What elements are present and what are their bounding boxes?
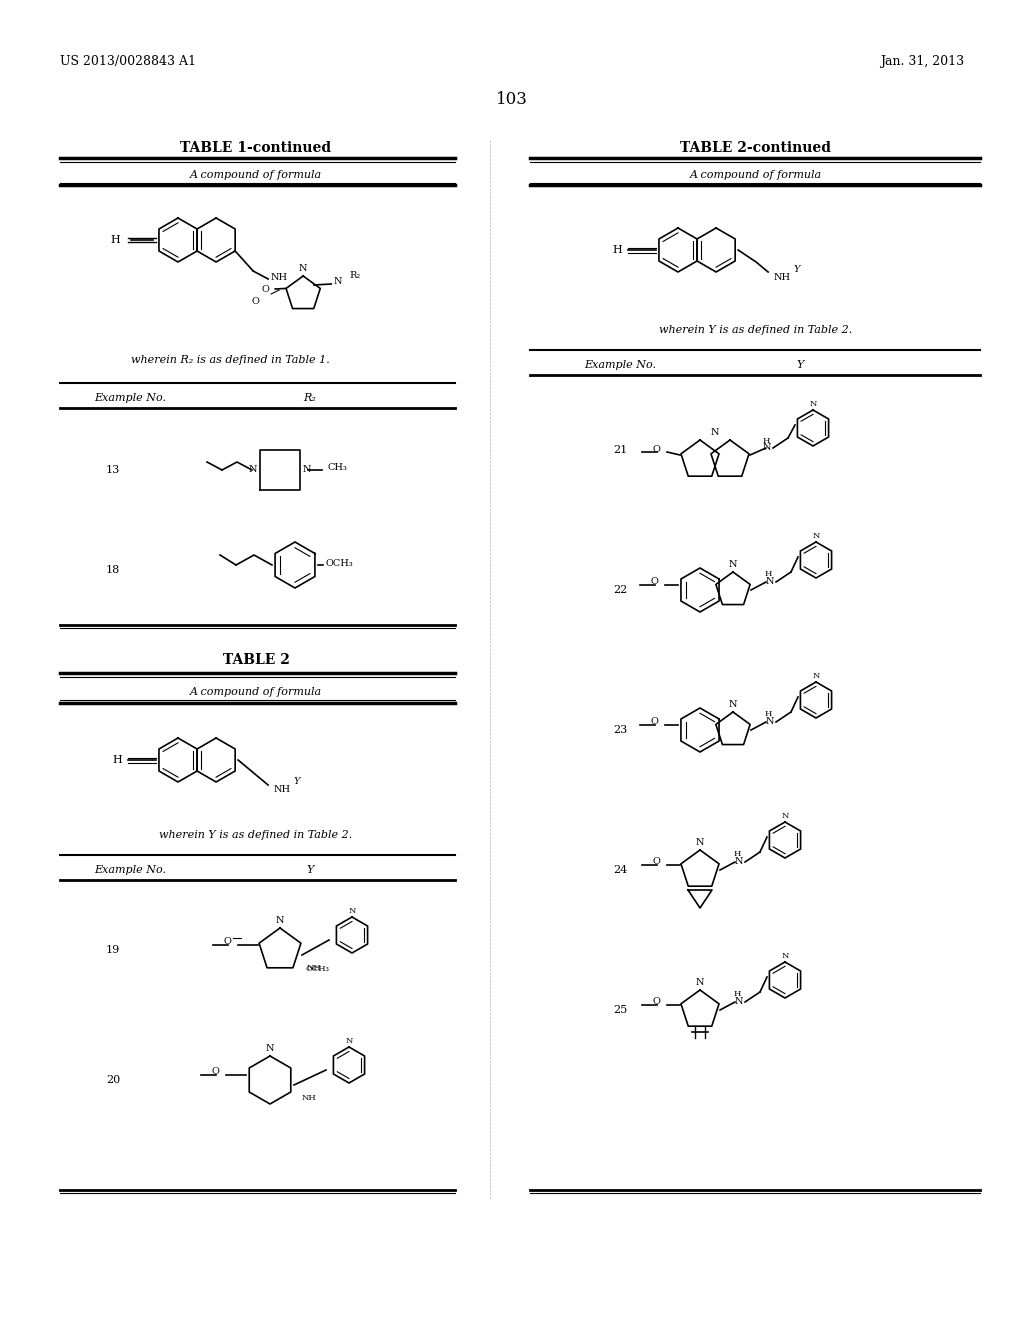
Text: 103: 103 bbox=[496, 91, 528, 108]
Text: wherein Y is as defined in Table 2.: wherein Y is as defined in Table 2. bbox=[659, 325, 853, 335]
Text: N: N bbox=[333, 276, 342, 285]
Text: N: N bbox=[781, 952, 788, 960]
Text: TABLE 1-continued: TABLE 1-continued bbox=[180, 141, 332, 154]
Text: N: N bbox=[812, 532, 819, 540]
Text: OCH₃: OCH₃ bbox=[326, 558, 353, 568]
Text: Example No.: Example No. bbox=[584, 360, 656, 370]
Text: R₂: R₂ bbox=[349, 272, 360, 281]
Text: OCH₃: OCH₃ bbox=[305, 965, 329, 973]
Text: A compound of formula: A compound of formula bbox=[189, 686, 323, 697]
Text: Y: Y bbox=[306, 865, 313, 875]
Text: O: O bbox=[650, 718, 658, 726]
Text: H: H bbox=[733, 850, 740, 858]
Text: N: N bbox=[735, 858, 743, 866]
Text: H: H bbox=[733, 990, 740, 998]
Text: N: N bbox=[695, 978, 705, 987]
Text: CH₃: CH₃ bbox=[328, 463, 348, 473]
Text: N: N bbox=[303, 466, 311, 474]
Text: R₂: R₂ bbox=[303, 393, 316, 403]
Text: NH: NH bbox=[302, 1094, 316, 1102]
Text: O: O bbox=[223, 937, 231, 946]
Text: 19: 19 bbox=[105, 945, 120, 954]
Text: O: O bbox=[652, 858, 660, 866]
Text: NH: NH bbox=[273, 785, 290, 795]
Text: N: N bbox=[766, 578, 774, 586]
Text: H: H bbox=[111, 235, 120, 246]
Text: wherein R₂ is as defined in Table 1.: wherein R₂ is as defined in Table 1. bbox=[131, 355, 330, 366]
Text: US 2013/0028843 A1: US 2013/0028843 A1 bbox=[60, 55, 196, 69]
Text: N: N bbox=[345, 1038, 352, 1045]
Text: 18: 18 bbox=[105, 565, 120, 576]
Text: O: O bbox=[652, 446, 660, 454]
Text: 13: 13 bbox=[105, 465, 120, 475]
Text: Y: Y bbox=[794, 265, 800, 275]
Text: Y: Y bbox=[293, 777, 300, 787]
Text: H: H bbox=[764, 710, 772, 718]
Text: Jan. 31, 2013: Jan. 31, 2013 bbox=[880, 55, 964, 69]
Text: A compound of formula: A compound of formula bbox=[189, 170, 323, 180]
Text: N: N bbox=[249, 466, 257, 474]
Text: N: N bbox=[711, 428, 719, 437]
Text: 20: 20 bbox=[105, 1074, 120, 1085]
Text: N: N bbox=[729, 560, 737, 569]
Text: wherein Y is as defined in Table 2.: wherein Y is as defined in Table 2. bbox=[160, 830, 352, 840]
Text: O: O bbox=[652, 998, 660, 1006]
Text: NH: NH bbox=[270, 272, 288, 281]
Text: A compound of formula: A compound of formula bbox=[690, 170, 822, 180]
Text: N: N bbox=[812, 672, 819, 680]
Text: N: N bbox=[763, 444, 771, 453]
Text: N: N bbox=[348, 907, 355, 915]
Text: 23: 23 bbox=[613, 725, 627, 735]
Text: NH: NH bbox=[773, 273, 791, 282]
Text: Example No.: Example No. bbox=[94, 865, 166, 875]
Text: N: N bbox=[266, 1044, 274, 1053]
Text: O: O bbox=[650, 578, 658, 586]
Text: N: N bbox=[729, 700, 737, 709]
Text: TABLE 2-continued: TABLE 2-continued bbox=[681, 141, 831, 154]
Text: NH: NH bbox=[306, 964, 322, 972]
Text: H: H bbox=[764, 570, 772, 578]
Text: N: N bbox=[695, 838, 705, 847]
Text: Example No.: Example No. bbox=[94, 393, 166, 403]
Text: 25: 25 bbox=[613, 1005, 627, 1015]
Text: O: O bbox=[251, 297, 259, 305]
Text: N: N bbox=[299, 264, 307, 273]
Text: O: O bbox=[211, 1068, 219, 1077]
Text: N: N bbox=[735, 998, 743, 1006]
Text: N: N bbox=[781, 812, 788, 820]
Text: 22: 22 bbox=[613, 585, 627, 595]
Text: N: N bbox=[766, 718, 774, 726]
Text: H: H bbox=[113, 755, 122, 766]
Text: N: N bbox=[809, 400, 817, 408]
Text: TABLE 2: TABLE 2 bbox=[222, 653, 290, 667]
Text: N: N bbox=[275, 916, 285, 925]
Text: 21: 21 bbox=[613, 445, 627, 455]
Text: H: H bbox=[612, 246, 622, 255]
Text: O: O bbox=[261, 285, 269, 293]
Text: H: H bbox=[762, 437, 770, 445]
Text: 24: 24 bbox=[613, 865, 627, 875]
Text: Y: Y bbox=[797, 360, 804, 370]
